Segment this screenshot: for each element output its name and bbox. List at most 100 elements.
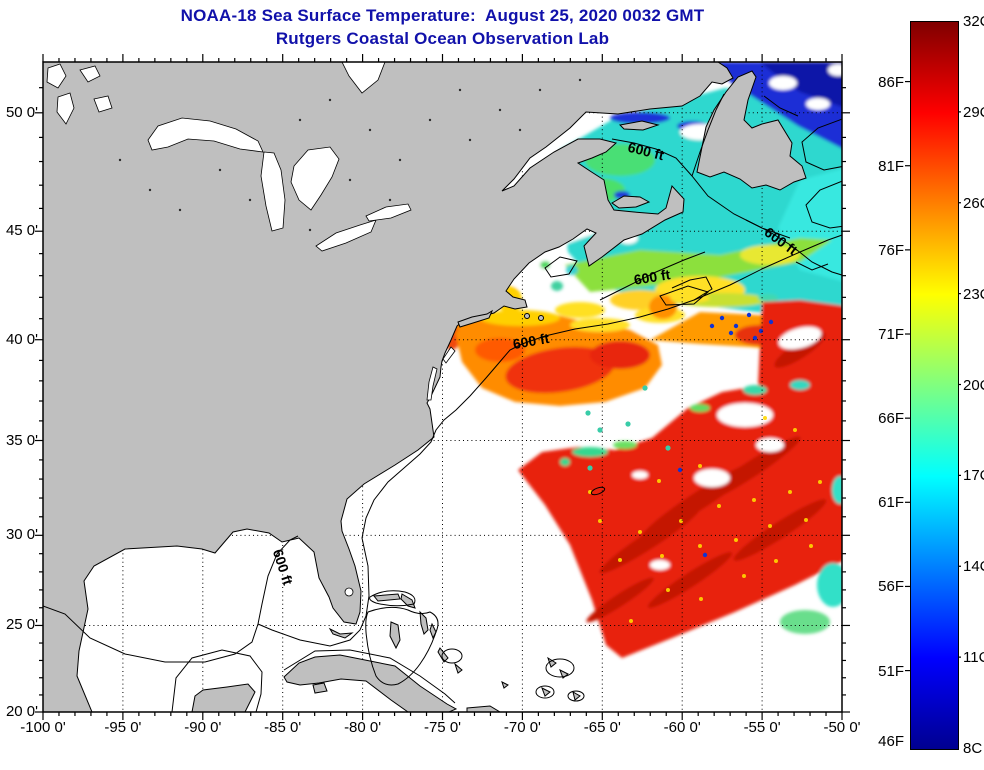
sst-blue-speck bbox=[752, 335, 758, 341]
x-tick-label: -80 0' bbox=[344, 719, 382, 736]
colorbar-celsius-label: 32C bbox=[963, 13, 984, 30]
sst-cool-fringe bbox=[560, 458, 570, 466]
sst-yellow-speck bbox=[774, 559, 778, 563]
inland-lake-dot bbox=[218, 168, 222, 172]
isobath-bahama-bank bbox=[545, 658, 575, 678]
land-bahama-cay bbox=[541, 686, 551, 697]
sst-yellow-speck bbox=[698, 544, 702, 548]
y-tick-label: 45 0' bbox=[5, 222, 38, 240]
sst-blue-speck bbox=[702, 552, 708, 558]
sst-yellow-speck bbox=[618, 558, 622, 562]
land-hispaniola-edge bbox=[466, 705, 501, 712]
sst-yellow-speck bbox=[629, 619, 633, 623]
sst-orange-patch bbox=[649, 295, 677, 319]
inland-lake-dot bbox=[458, 88, 462, 92]
sst-yellow-speck bbox=[666, 588, 670, 592]
sst-cool-speck bbox=[665, 445, 671, 451]
colorbar-celsius-label: 8C bbox=[963, 740, 983, 757]
land-long-island-bahamas bbox=[437, 647, 449, 663]
sst-green-patch bbox=[780, 610, 830, 634]
sst-speck bbox=[551, 281, 563, 291]
sst-yellow-band bbox=[740, 245, 800, 265]
colorbar-fahrenheit-label: 46F bbox=[878, 733, 904, 750]
sst-cool-speck bbox=[642, 385, 648, 391]
sst-yellow-band bbox=[555, 302, 605, 318]
sst-yellow-speck bbox=[660, 554, 664, 558]
cloud-gap bbox=[769, 76, 797, 90]
inland-lake-dot bbox=[178, 208, 182, 212]
isobath-belle-isle bbox=[691, 93, 725, 177]
inland-lake-dot bbox=[308, 228, 312, 232]
inland-lake-dot bbox=[248, 198, 252, 202]
colorbar-fahrenheit-label: 71F bbox=[878, 326, 904, 343]
isobath-gulf-maine-loop bbox=[544, 256, 578, 278]
isobath-labrador bbox=[801, 118, 842, 171]
sst-cool-fringe bbox=[572, 447, 608, 457]
inland-lake-dot bbox=[368, 128, 372, 132]
sst-yellow-speck bbox=[598, 519, 602, 523]
land-newfoundland bbox=[696, 70, 807, 191]
sst-blue-ribbon bbox=[610, 112, 670, 124]
x-tick-label: -60 0' bbox=[663, 719, 701, 736]
sst-yellow-speck bbox=[752, 498, 756, 502]
colorbar-fahrenheit-label: 76F bbox=[878, 241, 904, 259]
temperature-colorbar bbox=[910, 21, 959, 750]
land-yucatan bbox=[191, 683, 256, 712]
sst-cyan-patch bbox=[832, 476, 842, 504]
chesapeake-bay bbox=[426, 366, 438, 401]
sst-cool-fringe bbox=[690, 404, 710, 412]
isobath-labrador bbox=[763, 95, 799, 117]
colorbar-fahrenheit-label: 86F bbox=[878, 73, 904, 91]
y-tick-label: 20 0' bbox=[5, 703, 38, 720]
sst-yellow-speck bbox=[804, 518, 808, 522]
lake-ontario bbox=[365, 203, 412, 222]
land-prince-edward-island bbox=[611, 195, 651, 209]
inland-lake-dot bbox=[348, 178, 352, 182]
sst-yellow-speck bbox=[809, 544, 813, 548]
x-tick-label: -50 0' bbox=[823, 719, 861, 736]
james-bay bbox=[341, 62, 386, 94]
sst-yellow-speck bbox=[657, 479, 661, 483]
isobath-600ft-banquereau bbox=[745, 219, 842, 276]
colorbar-celsius-label: 14C bbox=[963, 558, 984, 576]
land-isla-juventud bbox=[312, 682, 328, 694]
colorbar-fahrenheit-label: 56F bbox=[878, 578, 904, 596]
sst-yellow-speck bbox=[717, 504, 721, 508]
colorbar-celsius-label: 17C bbox=[963, 467, 984, 485]
inland-lake-dot bbox=[298, 118, 302, 122]
colorbar-fahrenheit-label: 81F bbox=[878, 157, 904, 175]
sst-yellow-fringe bbox=[480, 310, 560, 326]
sst-speck bbox=[540, 261, 550, 269]
sst-yellow-speck bbox=[734, 538, 738, 542]
sst-blue-speck bbox=[768, 319, 774, 325]
lake-winnipeg-area bbox=[46, 63, 67, 89]
inland-lake-dot bbox=[148, 188, 152, 192]
colorbar-fahrenheit-label: 61F bbox=[878, 494, 904, 512]
y-tick-label: 40 0' bbox=[5, 330, 38, 348]
sst-dark-streak bbox=[586, 577, 654, 623]
lake-michigan bbox=[260, 151, 286, 232]
inland-lake-dot bbox=[328, 98, 332, 102]
lake-superior bbox=[147, 117, 264, 153]
sst-warm-core bbox=[590, 341, 650, 369]
cloud-gap bbox=[778, 326, 822, 350]
x-tick-label: -55 0' bbox=[743, 719, 781, 736]
sst-cool-speck bbox=[625, 421, 631, 427]
land-eleuthera bbox=[419, 610, 429, 635]
isobath-cuba-north bbox=[283, 649, 456, 704]
cloud-gap bbox=[806, 98, 830, 110]
land-andros bbox=[389, 621, 401, 650]
isobath-600ft-gulf bbox=[43, 535, 299, 663]
sst-yellow-speck bbox=[742, 574, 746, 578]
lake-winnipeg-area bbox=[56, 92, 75, 125]
sst-cool-fringe bbox=[613, 441, 637, 449]
sst-yellow-band bbox=[670, 293, 710, 303]
land-cat-island bbox=[429, 622, 437, 640]
cloud-gap bbox=[828, 64, 842, 76]
cloud-gap bbox=[694, 469, 730, 487]
isobath-campeche-bank bbox=[171, 649, 263, 712]
sst-dark-streak bbox=[647, 552, 733, 608]
inland-lake-dot bbox=[428, 118, 432, 122]
x-tick-label: -65 0' bbox=[583, 719, 621, 736]
